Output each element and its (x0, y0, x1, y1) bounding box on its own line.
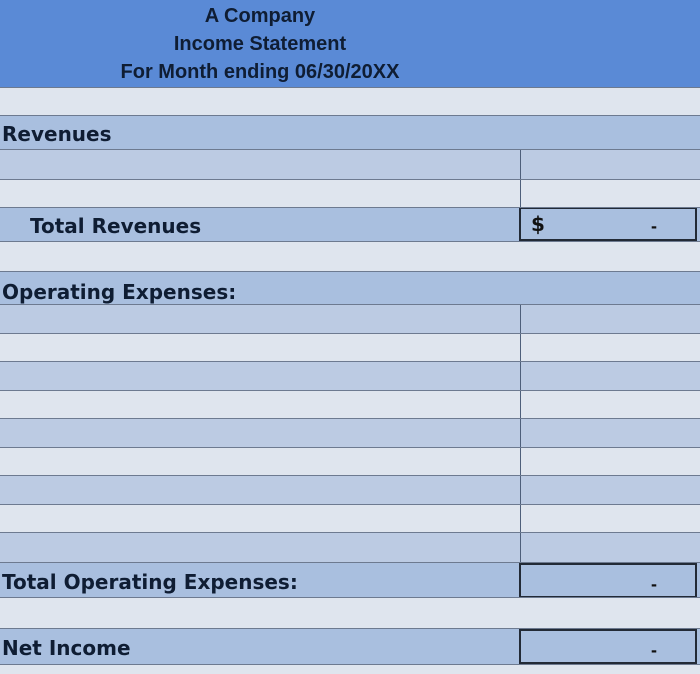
gridline (0, 207, 700, 208)
gridline (0, 447, 700, 448)
expense-entry-row[interactable] (0, 533, 700, 562)
operating-expenses-label: Operating Expenses: (2, 280, 237, 304)
blank-row[interactable] (0, 598, 700, 628)
gridline (0, 504, 700, 505)
revenues-row[interactable]: Revenues (0, 116, 700, 149)
blank-row[interactable] (0, 87, 700, 115)
gridline (0, 271, 700, 272)
gridline (0, 149, 700, 150)
net-income-label: Net Income (2, 636, 131, 660)
gridline (0, 475, 700, 476)
currency-symbol: $ (531, 212, 545, 236)
gridline (0, 361, 700, 362)
blank-row[interactable] (0, 242, 700, 271)
net-income-cell[interactable]: - (519, 629, 697, 664)
expense-entry-row[interactable] (0, 476, 700, 504)
expense-entry-row[interactable] (0, 505, 700, 532)
column-divider (520, 305, 521, 563)
total-operating-expenses-row[interactable]: Total Operating Expenses: (0, 563, 700, 597)
gridline (0, 628, 700, 629)
period-label: For Month ending 06/30/20XX (120, 61, 400, 83)
company-name: A Company (204, 5, 316, 27)
gridline (0, 304, 700, 305)
total-operating-expenses-label: Total Operating Expenses: (2, 570, 298, 594)
expense-entry-row[interactable] (0, 391, 700, 418)
net-income-value: - (651, 640, 657, 660)
expense-entry-row[interactable] (0, 362, 700, 390)
total-revenues-cell[interactable]: $ - (519, 207, 697, 241)
gridline (0, 115, 700, 116)
gridline (0, 390, 700, 391)
operating-expenses-row[interactable]: Operating Expenses: (0, 272, 700, 304)
total-operating-expenses-cell[interactable]: - (519, 563, 697, 598)
header-banner: A Company Income Statement For Month end… (0, 0, 700, 87)
net-income-row[interactable]: Net Income (0, 629, 700, 664)
total-revenues-row[interactable]: Total Revenues (0, 208, 700, 241)
total-revenues-label: Total Revenues (30, 214, 202, 238)
blank-row[interactable] (0, 665, 700, 674)
gridline (0, 333, 700, 334)
gridline (0, 562, 700, 563)
total-operating-expenses-value: - (651, 574, 657, 594)
total-revenues-value: - (651, 216, 657, 236)
gridline (0, 87, 700, 88)
expense-entry-row[interactable] (0, 334, 700, 361)
gridline (0, 664, 700, 665)
gridline (0, 179, 700, 180)
gridline (0, 241, 700, 242)
statement-title: Income Statement (173, 33, 347, 55)
gridline (0, 597, 700, 598)
revenues-label: Revenues (2, 122, 112, 146)
gridline (0, 418, 700, 419)
expense-entry-row[interactable] (0, 448, 700, 475)
revenue-entry-row[interactable] (0, 180, 700, 207)
gridline (0, 532, 700, 533)
expense-entry-row[interactable] (0, 419, 700, 447)
revenue-entry-row[interactable] (0, 150, 700, 179)
expense-entry-row[interactable] (0, 305, 700, 333)
